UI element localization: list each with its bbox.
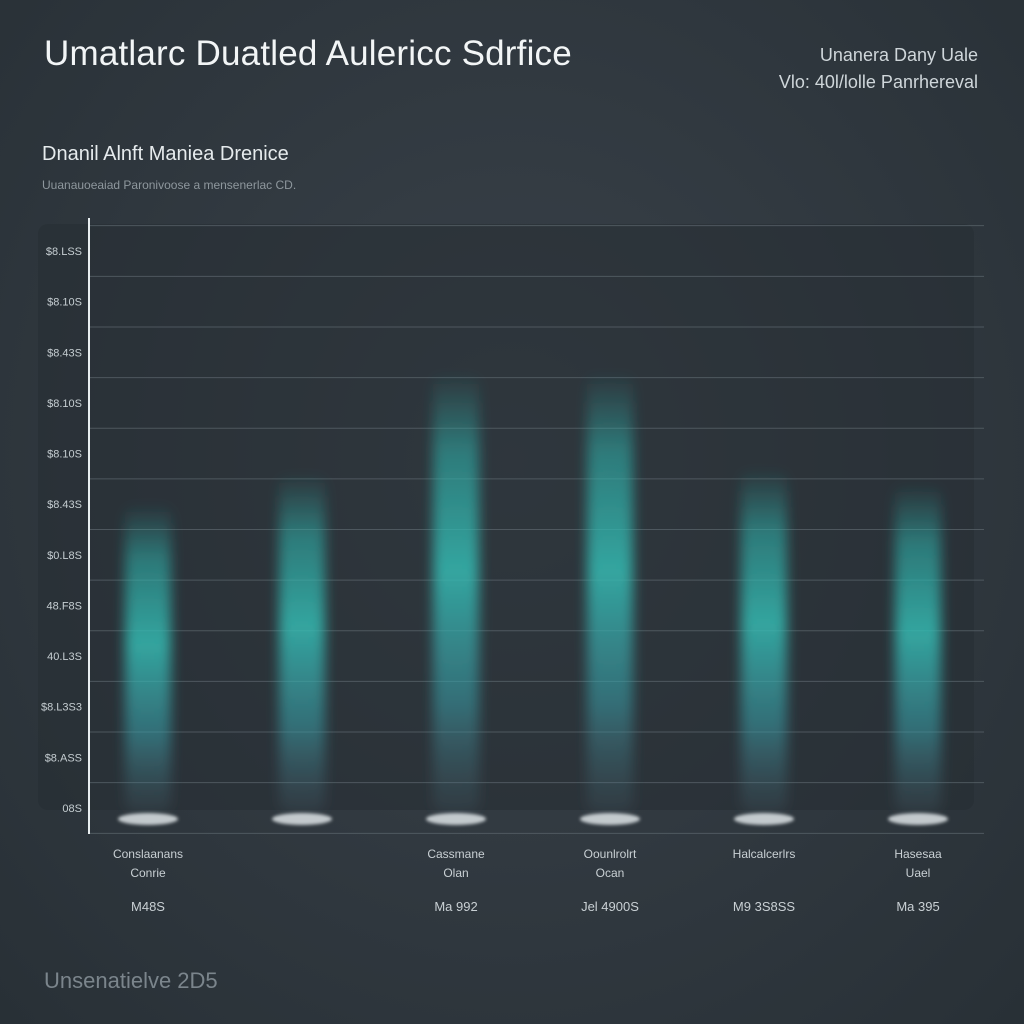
bar <box>272 473 332 825</box>
bar-body <box>587 372 633 814</box>
bar <box>888 483 948 825</box>
bar <box>118 504 178 825</box>
bar-body <box>895 483 941 814</box>
category-sublabel: Olan <box>443 866 468 880</box>
y-tick-label: $0.L8S <box>47 550 82 562</box>
y-tick-label: $8.43S <box>47 347 82 359</box>
bar-base <box>118 813 178 825</box>
bar-base <box>426 813 486 825</box>
category-sublabel: Conrie <box>130 866 166 880</box>
bar <box>734 468 794 825</box>
y-tick-label: 48.F8S <box>47 600 82 612</box>
y-tick-label: $8.ASS <box>45 752 82 764</box>
y-tick-label: $8.43S <box>47 499 82 511</box>
bar-value-label: M9 3S8SS <box>733 899 795 914</box>
bar-base <box>580 813 640 825</box>
category-sublabel: Uael <box>906 866 931 880</box>
y-tick-label: 40.L3S <box>47 651 82 663</box>
category-label: Cassmane <box>427 847 485 861</box>
bar <box>580 372 640 825</box>
y-tick-label: $8.L3S3 <box>41 702 82 714</box>
bar-value-label: M48S <box>131 899 165 914</box>
y-tick-label: $8.LSS <box>46 246 82 258</box>
bar-body <box>125 504 171 814</box>
bar-value-label: Ma 992 <box>434 899 477 914</box>
bar-body <box>741 468 787 814</box>
footer-text: Unsenatielve 2D5 <box>44 968 218 993</box>
bar-body <box>279 473 325 814</box>
category-sublabel: Ocan <box>596 866 625 880</box>
category-label: Conslaanans <box>113 847 183 861</box>
bar-base <box>888 813 948 825</box>
y-tick-label: $8.10S <box>47 297 82 309</box>
chart-title: Dnanil Alnft Maniea Drenice <box>42 143 289 165</box>
page-title: Umatlarc Duatled Aulericc Sdrfice <box>44 34 572 73</box>
category-label: Halcalcerlrs <box>733 847 796 861</box>
y-tick-label: $8.10S <box>47 398 82 410</box>
category-label: Oounlrolrt <box>584 847 637 861</box>
bar-base <box>272 813 332 825</box>
bar <box>426 372 486 825</box>
plot-area <box>38 224 974 810</box>
header-meta: Unanera Dany Uale Vlo: 40l/lolle Panrher… <box>779 42 978 96</box>
header-meta-line-1: Unanera Dany Uale <box>819 45 978 65</box>
y-tick-label: $8.10S <box>47 449 82 461</box>
bar-base <box>734 813 794 825</box>
bar-value-label: Jel 4900S <box>581 899 639 914</box>
y-tick-label: 08S <box>62 803 82 815</box>
bar-body <box>433 372 479 814</box>
category-label: Hasesaa <box>894 847 942 861</box>
bar-value-label: Ma 395 <box>896 899 939 914</box>
chart-subtitle: Uuanauoeaiad Paronivoose a mensenerlac C… <box>42 178 297 192</box>
header-meta-line-2: Vlo: 40l/lolle Panrhereval <box>778 72 978 92</box>
